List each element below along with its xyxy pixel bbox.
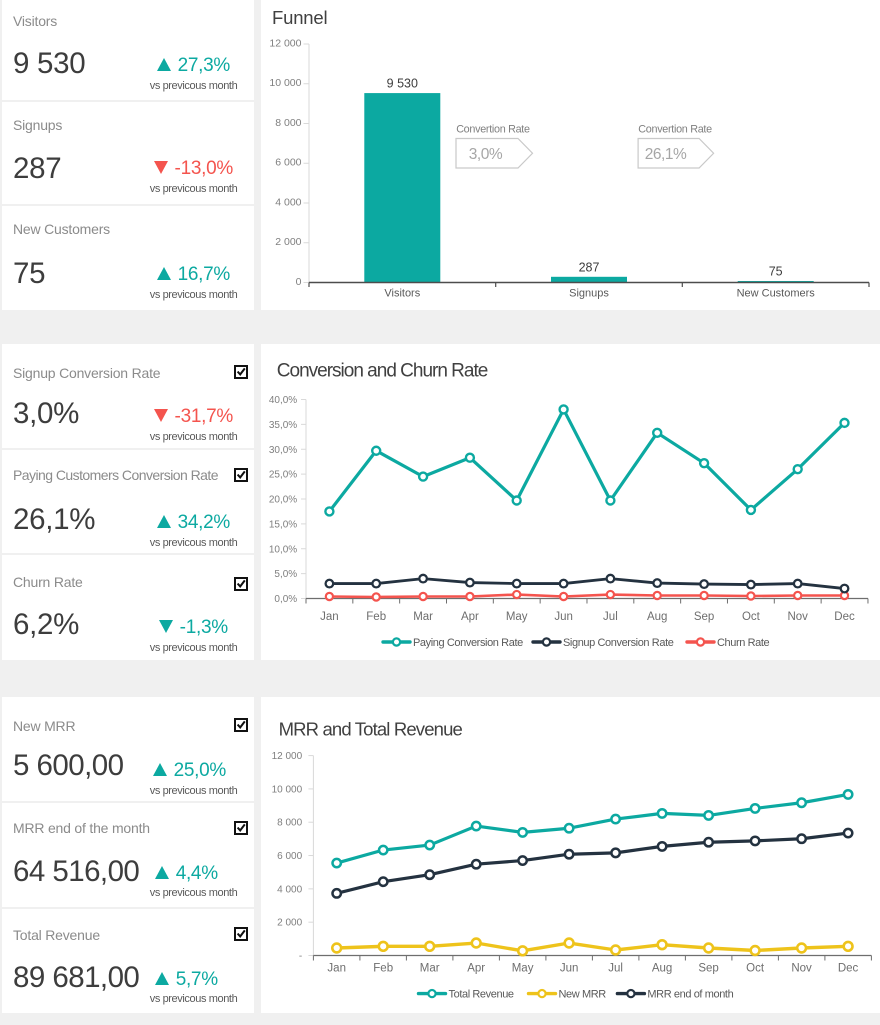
svg-text:Jan: Jan bbox=[327, 963, 346, 975]
svg-text:New Customers: New Customers bbox=[737, 288, 816, 300]
svg-text:Dec: Dec bbox=[838, 963, 859, 975]
svg-text:Apr: Apr bbox=[467, 963, 485, 975]
svg-text:MRR and Total Revenue: MRR and Total Revenue bbox=[279, 719, 463, 740]
svg-text:Convertion Rate: Convertion Rate bbox=[638, 124, 712, 136]
svg-text:0,0%: 0,0% bbox=[274, 594, 297, 605]
svg-text:Aug: Aug bbox=[652, 963, 672, 975]
svg-text:Signup Conversion Rate: Signup Conversion Rate bbox=[563, 637, 674, 649]
svg-text:12 000: 12 000 bbox=[269, 37, 301, 49]
svg-text:26,1%: 26,1% bbox=[645, 146, 687, 163]
svg-text:20,0%: 20,0% bbox=[269, 495, 297, 506]
svg-text:Jul: Jul bbox=[603, 611, 618, 623]
svg-text:Sep: Sep bbox=[694, 611, 714, 623]
svg-text:10,0%: 10,0% bbox=[269, 544, 297, 555]
svg-text:40,0%: 40,0% bbox=[269, 395, 297, 406]
svg-text:0: 0 bbox=[296, 276, 302, 288]
svg-text:Convertion Rate: Convertion Rate bbox=[456, 124, 530, 136]
svg-text:2 000: 2 000 bbox=[277, 918, 302, 929]
svg-text:12 000: 12 000 bbox=[272, 751, 303, 762]
svg-text:Churn Rate: Churn Rate bbox=[717, 637, 770, 649]
svg-text:4 000: 4 000 bbox=[275, 196, 301, 208]
svg-text:30,0%: 30,0% bbox=[269, 445, 297, 456]
svg-text:287: 287 bbox=[579, 260, 600, 274]
svg-text:May: May bbox=[512, 963, 534, 975]
svg-text:Conversion and Churn Rate: Conversion and Churn Rate bbox=[277, 361, 488, 382]
svg-text:Signups: Signups bbox=[569, 288, 609, 300]
svg-text:Paying Conversion Rate: Paying Conversion Rate bbox=[413, 637, 523, 649]
svg-text:May: May bbox=[506, 611, 528, 623]
svg-text:4 000: 4 000 bbox=[277, 884, 302, 895]
svg-text:Jan: Jan bbox=[320, 611, 339, 623]
svg-text:6 000: 6 000 bbox=[277, 851, 302, 862]
svg-text:New MRR: New MRR bbox=[559, 989, 607, 1001]
svg-text:Funnel: Funnel bbox=[272, 7, 327, 28]
svg-text:Jun: Jun bbox=[560, 963, 579, 975]
svg-text:Sep: Sep bbox=[698, 963, 718, 975]
svg-text:35,0%: 35,0% bbox=[269, 420, 297, 431]
svg-text:Feb: Feb bbox=[366, 611, 386, 623]
svg-text:Jul: Jul bbox=[608, 963, 623, 975]
svg-text:MRR end of month: MRR end of month bbox=[647, 989, 733, 1001]
svg-text:Aug: Aug bbox=[647, 611, 667, 623]
svg-text:Dec: Dec bbox=[834, 611, 855, 623]
svg-text:Mar: Mar bbox=[413, 611, 433, 623]
svg-text:75: 75 bbox=[769, 265, 783, 279]
svg-text:8 000: 8 000 bbox=[277, 818, 302, 829]
svg-text:Visitors: Visitors bbox=[384, 288, 420, 300]
svg-text:5,0%: 5,0% bbox=[274, 569, 297, 580]
svg-text:Oct: Oct bbox=[746, 963, 765, 975]
svg-text:8 000: 8 000 bbox=[275, 117, 301, 129]
svg-text:Apr: Apr bbox=[461, 611, 479, 623]
svg-text:2 000: 2 000 bbox=[275, 236, 301, 248]
svg-text:Jun: Jun bbox=[554, 611, 573, 623]
svg-text:6 000: 6 000 bbox=[275, 157, 301, 169]
svg-text:Oct: Oct bbox=[742, 611, 761, 623]
svg-text:Nov: Nov bbox=[791, 963, 812, 975]
svg-text:9 530: 9 530 bbox=[387, 77, 418, 91]
svg-text:25,0%: 25,0% bbox=[269, 470, 297, 481]
svg-text:3,0%: 3,0% bbox=[469, 146, 503, 163]
svg-text:15,0%: 15,0% bbox=[269, 519, 297, 530]
svg-text:Feb: Feb bbox=[373, 963, 393, 975]
svg-text:10 000: 10 000 bbox=[269, 77, 301, 89]
svg-text:Mar: Mar bbox=[420, 963, 440, 975]
svg-text:Total Revenue: Total Revenue bbox=[449, 989, 514, 1001]
svg-text:10 000: 10 000 bbox=[272, 784, 303, 795]
svg-text:-: - bbox=[299, 951, 302, 962]
svg-text:Nov: Nov bbox=[787, 611, 808, 623]
